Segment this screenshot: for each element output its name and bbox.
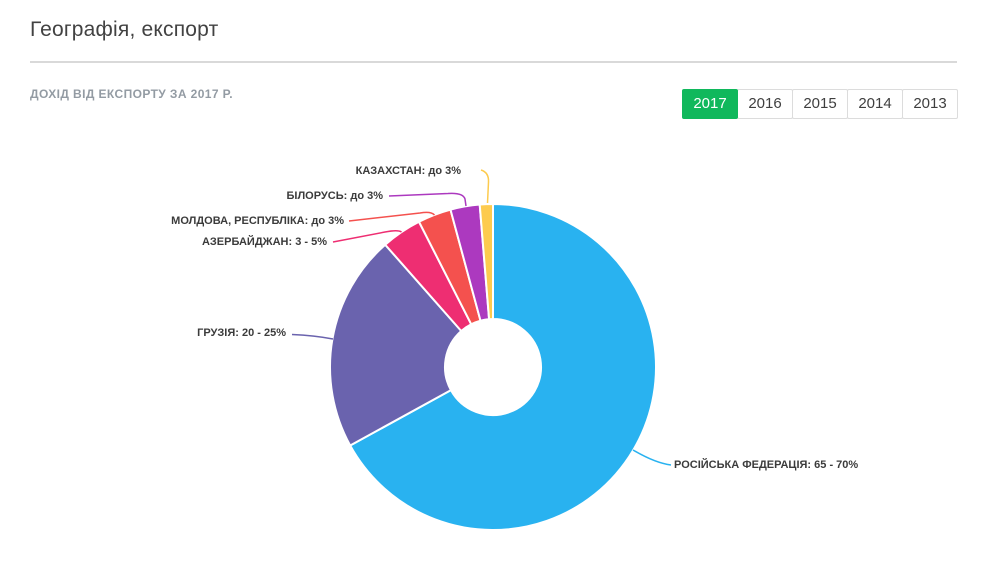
slice-label-russian-federation: РОСІЙСЬКА ФЕДЕРАЦІЯ: 65 - 70% bbox=[674, 459, 859, 471]
year-tabs: 2017 2016 2015 2014 2013 bbox=[682, 89, 958, 119]
callout-line-georgia bbox=[291, 333, 334, 340]
callout-line-azerbaijan bbox=[332, 230, 402, 243]
slice-label-kazakhstan: КАЗАХСТАН: до 3% bbox=[355, 165, 461, 177]
slice-label-moldova: МОЛДОВА, РЕСПУБЛІКА: до 3% bbox=[171, 215, 344, 227]
tab-year-2017[interactable]: 2017 bbox=[682, 89, 738, 119]
slice-label-belarus: БІЛОРУСЬ: до 3% bbox=[286, 190, 384, 202]
tab-year-2015[interactable]: 2015 bbox=[792, 89, 848, 119]
slice-label-georgia: ГРУЗІЯ: 20 - 25% bbox=[197, 327, 286, 339]
pie-slice-kazakhstan[interactable] bbox=[478, 202, 494, 321]
slice-label-azerbaijan: АЗЕРБАЙДЖАН: 3 - 5% bbox=[201, 236, 327, 248]
page-title: Географія, експорт bbox=[30, 18, 219, 41]
header-divider bbox=[30, 61, 957, 63]
callout-line-belarus bbox=[388, 192, 467, 207]
callout-line-moldova bbox=[348, 211, 436, 222]
callout-line-russian-federation bbox=[632, 449, 672, 466]
tab-year-2014[interactable]: 2014 bbox=[847, 89, 903, 119]
callout-line-kazakhstan bbox=[480, 169, 490, 204]
pie-slice-russian-federation[interactable] bbox=[348, 202, 657, 531]
chart-subtitle: ДОХІД ВІД ЕКСПОРТУ ЗА 2017 Р. bbox=[30, 87, 233, 101]
tab-year-2013[interactable]: 2013 bbox=[902, 89, 958, 119]
